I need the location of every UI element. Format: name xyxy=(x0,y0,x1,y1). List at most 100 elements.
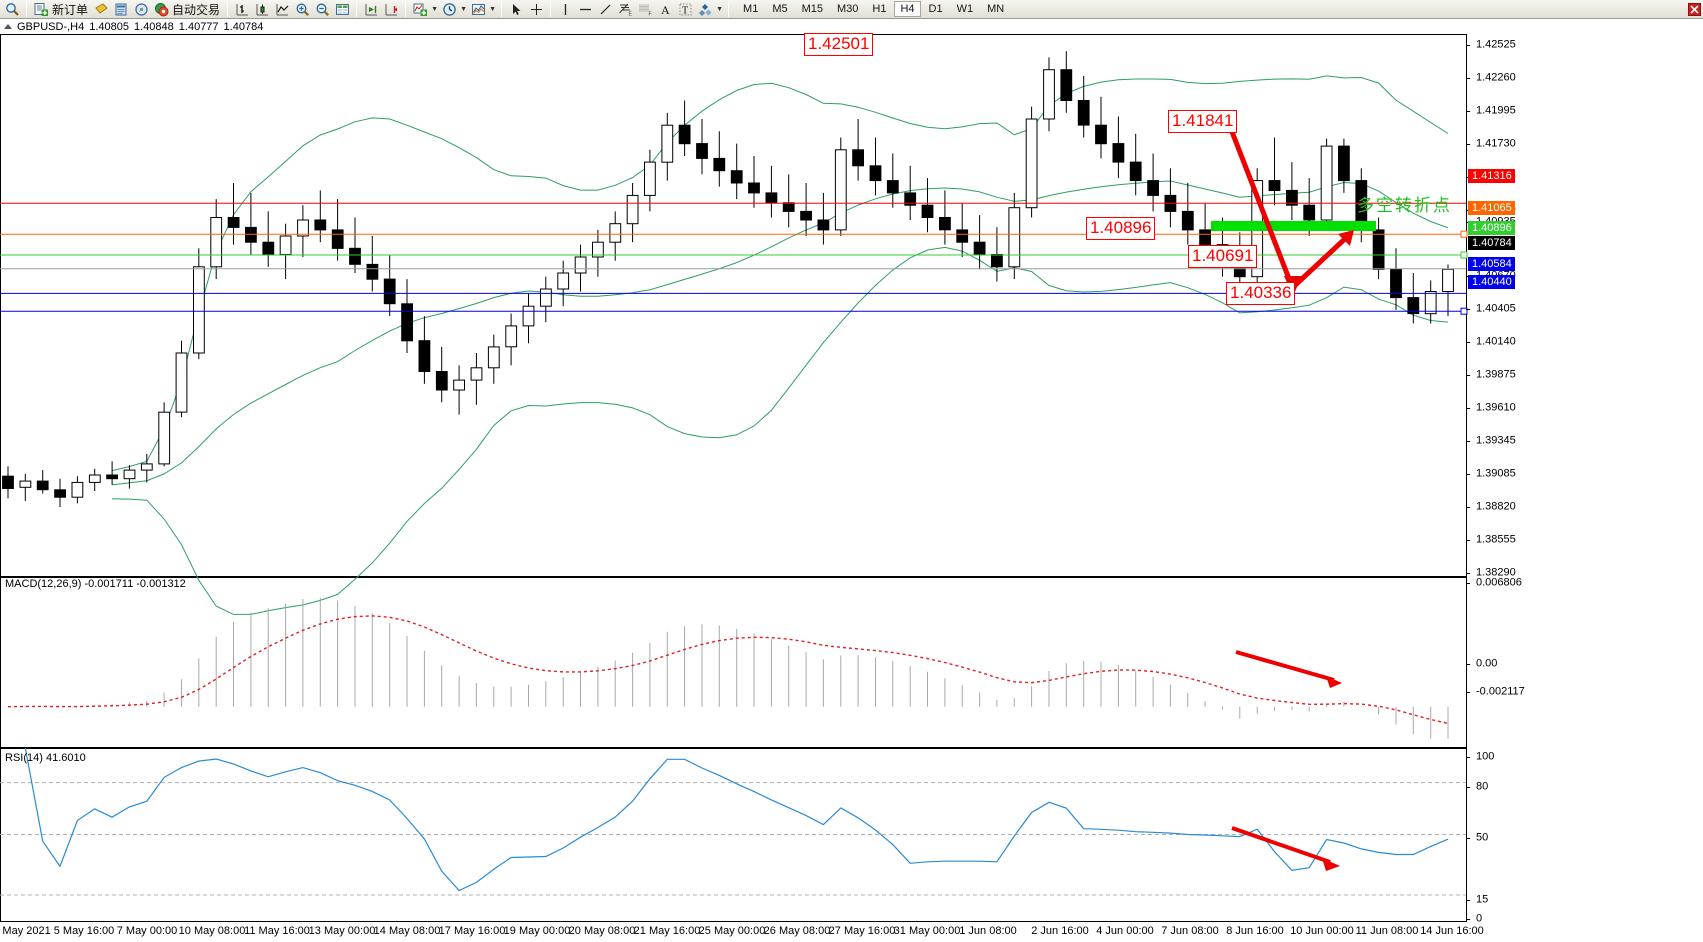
tf-h1[interactable]: H1 xyxy=(872,3,887,15)
tf-m30[interactable]: M30 xyxy=(837,3,859,15)
data-window-icon[interactable] xyxy=(332,1,352,18)
navigator-icon[interactable] xyxy=(131,1,151,18)
main-toolbar: 新订单 自动交易 xyxy=(0,0,1703,19)
shift-start-icon[interactable] xyxy=(381,1,401,18)
tf-d1[interactable]: D1 xyxy=(928,3,943,15)
bar-chart-icon[interactable] xyxy=(232,1,252,18)
macd-tick-label: 0.006806 xyxy=(1476,576,1522,589)
auto-trading-button[interactable]: 自动交易 xyxy=(151,1,223,18)
chevron-down-icon[interactable]: ▼ xyxy=(431,5,438,13)
time-axis-label: 14 May 08:00 xyxy=(373,925,441,937)
rsi-tick-label: 50 xyxy=(1476,831,1489,844)
trendline-icon[interactable] xyxy=(595,1,615,18)
symbol-open: 1.40805 xyxy=(89,20,130,33)
time-axis-label: 17 May 16:00 xyxy=(438,925,506,937)
time-axis-label: 8 Jun 16:00 xyxy=(1226,925,1284,937)
line-chart-icon[interactable] xyxy=(272,1,292,18)
macd-tick-label: -0.002117 xyxy=(1476,685,1525,698)
vertical-line-icon[interactable] xyxy=(555,1,575,18)
tf-m15[interactable]: M15 xyxy=(801,3,823,15)
toolbar-overflow-icon[interactable] xyxy=(1687,2,1701,17)
fibo-expansion-icon[interactable]: E xyxy=(615,1,635,18)
price-tick xyxy=(1466,441,1470,442)
toolbar-divider xyxy=(405,1,407,17)
price-tick xyxy=(1466,309,1470,310)
price-annotation-label[interactable]: 1.40336 xyxy=(1226,282,1296,305)
indicators-add-button[interactable]: ▼ xyxy=(410,1,439,18)
time-axis-label: 5 May 16:00 xyxy=(53,925,115,937)
tf-m5[interactable]: M5 xyxy=(772,3,788,15)
price-level-tag[interactable]: 1.40584 xyxy=(1468,257,1515,271)
magnifier-icon[interactable] xyxy=(2,1,22,18)
time-axis-label: 4 May 2021 xyxy=(0,925,51,937)
rsi-tick-label: 100 xyxy=(1476,750,1495,763)
text-box-icon[interactable]: T xyxy=(675,1,695,18)
price-annotation-label[interactable]: 1.40691 xyxy=(1188,245,1258,268)
templates-button[interactable]: ▼ xyxy=(468,1,497,18)
tf-m1[interactable]: M1 xyxy=(743,3,759,15)
time-axis-label: 25 May 00:00 xyxy=(698,925,766,937)
cursor-icon[interactable] xyxy=(506,1,526,18)
candlestick-chart-icon[interactable] xyxy=(252,1,272,18)
text-label-icon[interactable]: A xyxy=(655,1,675,18)
chevron-down-icon[interactable]: ▼ xyxy=(460,5,467,13)
price-tick xyxy=(1466,408,1470,409)
price-tick xyxy=(1466,45,1470,46)
tf-mn[interactable]: MN xyxy=(987,3,1005,15)
period-button[interactable]: ▼ xyxy=(439,1,468,18)
price-tick-label: 1.39875 xyxy=(1476,368,1516,381)
price-tick-label: 1.39345 xyxy=(1476,434,1516,447)
symbol-info-line: GBPUSD-,H4 1.40805 1.40848 1.40777 1.407… xyxy=(0,20,1703,33)
price-annotation-label[interactable]: 1.41841 xyxy=(1168,110,1238,133)
gold-icon[interactable] xyxy=(91,1,111,18)
chinese-annotation-text[interactable]: 多空转折点 xyxy=(1357,196,1452,216)
price-level-tag[interactable]: 1.40784 xyxy=(1468,236,1515,250)
zoom-in-icon[interactable] xyxy=(292,1,312,18)
tf-w1[interactable]: W1 xyxy=(956,3,974,15)
price-tick-label: 1.38290 xyxy=(1476,566,1516,579)
shift-end-icon[interactable] xyxy=(361,1,381,18)
timeframe-group: M1 M5 M15 M30 H1 H4 D1 W1 MN xyxy=(737,1,1010,17)
price-tick-label: 1.40140 xyxy=(1476,335,1516,348)
zoom-out-icon[interactable] xyxy=(312,1,332,18)
symbol-name: GBPUSD-,H4 xyxy=(17,20,85,33)
price-tick xyxy=(1466,573,1470,574)
chevron-down-icon[interactable]: ▼ xyxy=(489,5,496,13)
rsi-pane-title: RSI(14) 41.6010 xyxy=(5,752,86,764)
crosshair-icon[interactable] xyxy=(526,1,546,18)
chevron-down-icon[interactable]: ▼ xyxy=(716,5,723,13)
price-level-tag[interactable]: 1.41316 xyxy=(1468,169,1515,183)
price-tick-label: 1.40405 xyxy=(1476,302,1516,315)
rsi-tick xyxy=(1466,787,1470,788)
terminal-icon[interactable] xyxy=(111,1,131,18)
time-axis-label: 14 Jun 16:00 xyxy=(1420,925,1484,937)
horizontal-line-icon[interactable] xyxy=(575,1,595,18)
period-clock-icon xyxy=(439,1,459,18)
price-tick xyxy=(1466,540,1470,541)
price-tick-label: 1.39085 xyxy=(1476,467,1516,480)
time-axis-label: 11 May 16:00 xyxy=(244,925,310,937)
tf-h4[interactable]: H4 xyxy=(894,1,921,17)
svg-text:A: A xyxy=(661,3,670,17)
shapes-button[interactable]: ▼ xyxy=(695,1,724,18)
rsi-tick xyxy=(1466,838,1470,839)
price-tick-label: 1.38555 xyxy=(1476,533,1516,546)
time-axis-label: 19 May 00:00 xyxy=(503,925,571,937)
time-axis-label: 10 May 08:00 xyxy=(178,925,246,937)
rsi-tick xyxy=(1466,919,1470,920)
symbol-high: 1.40848 xyxy=(134,20,174,33)
time-axis-label: 13 May 00:00 xyxy=(308,925,376,937)
collapse-triangle-icon[interactable] xyxy=(4,24,12,29)
price-tick-label: 1.41730 xyxy=(1476,137,1516,150)
new-order-button[interactable]: 新订单 xyxy=(31,1,91,18)
time-axis-label: 1 Jun 08:00 xyxy=(959,925,1017,937)
price-level-tag[interactable]: 1.40440 xyxy=(1468,275,1515,289)
price-annotation-label[interactable]: 1.40896 xyxy=(1086,217,1156,240)
macd-pane-title: MACD(12,26,9) -0.001711 -0.001312 xyxy=(5,578,186,590)
price-level-tag[interactable]: 1.41065 xyxy=(1468,201,1515,215)
price-level-tag[interactable]: 1.40896 xyxy=(1468,221,1515,235)
price-tick xyxy=(1466,144,1470,145)
price-annotation-label[interactable]: 1.42501 xyxy=(804,33,874,56)
fibo-fan-icon[interactable]: F xyxy=(635,1,655,18)
